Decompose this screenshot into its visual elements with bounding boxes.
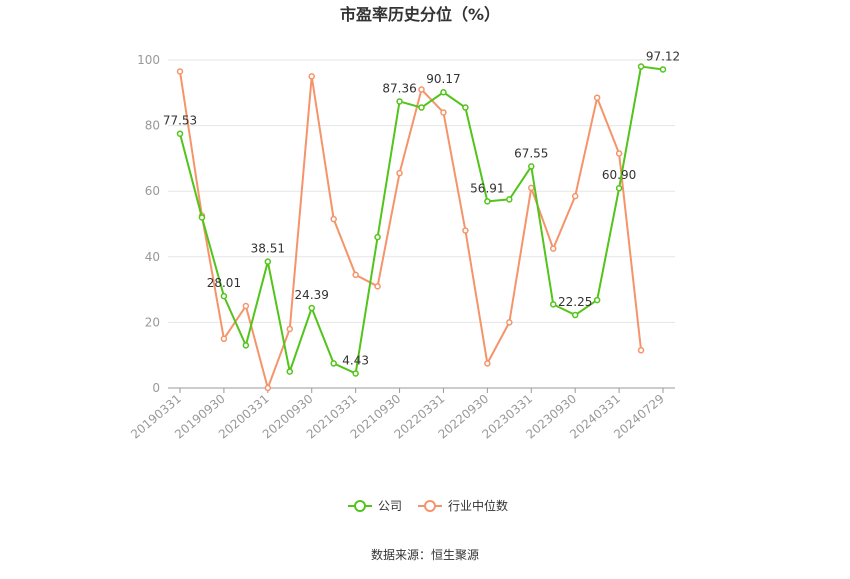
data-label: 38.51 bbox=[251, 242, 285, 256]
data-label: 22.25 bbox=[558, 295, 592, 309]
data-point bbox=[264, 258, 272, 265]
data-point bbox=[593, 94, 601, 101]
data-point bbox=[637, 347, 645, 354]
legend-item-0: 公司 bbox=[348, 499, 402, 513]
data-point bbox=[484, 198, 491, 205]
legend-label: 公司 bbox=[378, 499, 402, 513]
legend: 公司 行业中位数 bbox=[348, 498, 508, 513]
data-point bbox=[484, 360, 491, 367]
data-point bbox=[264, 384, 272, 392]
legend-item-1: 行业中位数 bbox=[418, 498, 508, 513]
data-point bbox=[637, 63, 645, 70]
data-point bbox=[176, 68, 184, 75]
data-point bbox=[462, 227, 469, 234]
data-label: 4.43 bbox=[342, 353, 369, 367]
data-label: 56.91 bbox=[470, 181, 504, 195]
data-point bbox=[418, 86, 425, 93]
data-point bbox=[462, 104, 469, 111]
data-point bbox=[549, 245, 557, 252]
data-point bbox=[396, 98, 403, 105]
y-tick-label: 40 bbox=[145, 250, 160, 264]
data-point bbox=[242, 302, 250, 310]
data-label: 97.12 bbox=[646, 49, 680, 63]
data-point bbox=[659, 66, 667, 73]
chart-title: 市盈率历史分位（%） bbox=[340, 5, 500, 24]
data-label: 90.17 bbox=[426, 72, 460, 86]
x-axis: 2019033120190930202003312020093020210331… bbox=[128, 387, 675, 442]
data-point bbox=[571, 311, 579, 319]
data-point bbox=[308, 73, 315, 80]
data-point bbox=[506, 319, 513, 326]
legend-swatch-marker bbox=[424, 500, 436, 512]
series-line bbox=[179, 71, 643, 389]
data-point bbox=[571, 192, 579, 200]
data-point bbox=[330, 215, 337, 223]
y-tick-label: 0 bbox=[152, 381, 160, 395]
data-point bbox=[308, 304, 315, 312]
data-labels: 77.53 28.01 38.51 24.39 4.43 87.36 90.17 56.91 6… bbox=[163, 49, 680, 367]
data-point bbox=[506, 196, 513, 203]
data-point bbox=[593, 296, 601, 304]
data-point bbox=[374, 233, 381, 241]
y-tick-label: 100 bbox=[137, 53, 160, 67]
legend-label: 行业中位数 bbox=[448, 498, 508, 513]
data-point bbox=[374, 283, 381, 290]
data-point bbox=[198, 214, 206, 221]
data-label: 24.39 bbox=[295, 288, 329, 302]
data-point bbox=[220, 292, 228, 300]
data-point bbox=[220, 335, 228, 343]
data-point bbox=[352, 271, 359, 279]
legend-swatch-marker bbox=[354, 500, 366, 512]
data-point bbox=[330, 360, 337, 367]
y-tick-label: 80 bbox=[145, 119, 160, 133]
data-point bbox=[528, 184, 535, 192]
data-label: 87.36 bbox=[382, 81, 416, 95]
y-tick-label: 20 bbox=[145, 315, 160, 329]
data-point bbox=[418, 104, 425, 111]
data-label: 67.55 bbox=[514, 146, 548, 160]
source-note: 数据来源：恒生聚源 bbox=[371, 547, 479, 562]
data-point bbox=[286, 368, 294, 375]
data-label: 60.90 bbox=[602, 168, 636, 182]
data-point bbox=[528, 163, 535, 170]
data-label: 28.01 bbox=[207, 276, 241, 290]
data-point bbox=[242, 342, 250, 349]
data-point bbox=[396, 169, 403, 177]
data-point bbox=[615, 184, 623, 192]
data-point bbox=[352, 370, 359, 377]
data-point bbox=[286, 325, 294, 333]
y-tick-label: 60 bbox=[145, 184, 160, 198]
y-axis: 0 20 40 60 80 100 bbox=[137, 53, 160, 395]
data-label: 77.53 bbox=[163, 114, 197, 128]
data-point bbox=[615, 150, 623, 157]
data-point bbox=[440, 109, 447, 116]
data-point bbox=[549, 301, 557, 308]
data-point bbox=[176, 130, 184, 137]
data-point bbox=[440, 88, 447, 96]
series-layer bbox=[176, 63, 667, 392]
series-0 bbox=[176, 63, 667, 377]
